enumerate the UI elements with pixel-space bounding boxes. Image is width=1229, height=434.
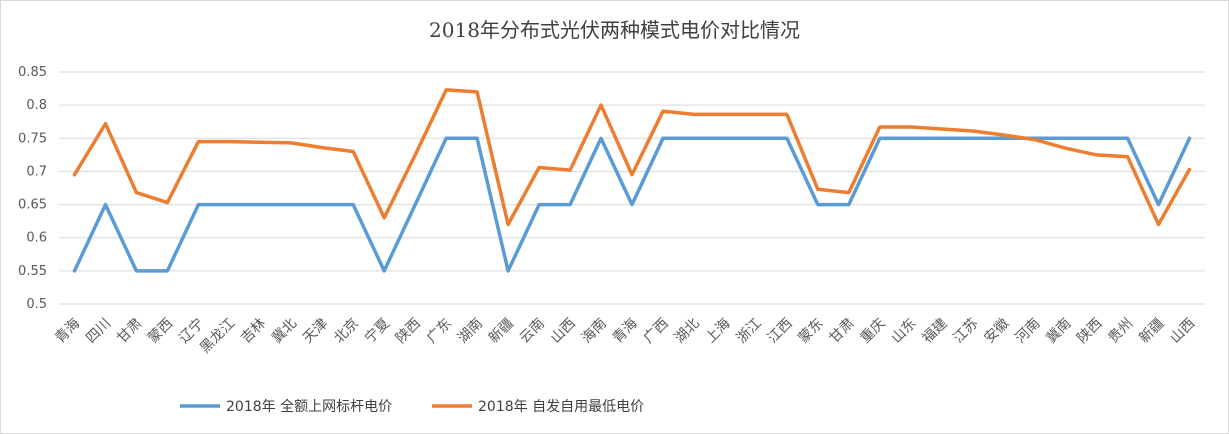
- legend-label: 2018年 自发自用最低电价: [478, 399, 644, 415]
- series-lines: [72, 88, 1192, 273]
- gridlines: [59, 71, 1205, 305]
- x-tick-label: 吉林: [238, 316, 269, 347]
- series-line-2: [72, 88, 1192, 227]
- x-tick-label: 江西: [765, 316, 796, 347]
- x-tick-label: 天津: [300, 316, 331, 347]
- x-tick-label: 北京: [331, 316, 362, 347]
- x-tick-label: 福建: [919, 316, 950, 347]
- x-tick-label: 山西: [1167, 316, 1198, 347]
- x-tick-label: 海南: [579, 316, 610, 347]
- x-tick-label: 广东: [424, 316, 455, 347]
- legend: 2018年 全额上网标杆电价 2018年 自发自用最低电价: [180, 398, 644, 415]
- x-tick-label: 山东: [888, 316, 919, 347]
- x-tick-label: 甘肃: [827, 316, 858, 347]
- x-tick-label: 甘肃: [114, 316, 145, 347]
- x-tick-label: 新疆: [1136, 316, 1167, 347]
- x-tick-label: 新疆: [486, 316, 517, 347]
- x-tick-label: 重庆: [857, 316, 888, 347]
- y-tick-label: 0.7: [26, 164, 47, 179]
- x-tick-label: 浙江: [734, 316, 765, 347]
- y-tick-label: 0.75: [18, 131, 47, 146]
- x-tick-label: 青海: [52, 316, 83, 347]
- x-tick-label: 陕西: [1074, 316, 1105, 347]
- y-tick-label: 0.6: [26, 231, 47, 246]
- x-axis-tick-labels: 青海 四川 甘肃 蒙西 辽宁黑龙江 吉林 冀北 天津 北京 宁夏 陕西 广东 湖南 新疆 云南 山西 海南 青海广…: [52, 315, 1198, 357]
- x-tick-label: 山西: [548, 316, 579, 347]
- y-tick-label: 0.85: [18, 65, 47, 80]
- x-tick-label: 湖北: [672, 316, 703, 347]
- x-tick-label: 贵州: [1105, 316, 1136, 347]
- legend-label: 2018年 全额上网标杆电价: [226, 398, 392, 415]
- x-tick-label: 云南: [517, 316, 548, 347]
- x-tick-label: 蒙东: [796, 316, 827, 347]
- y-tick-label: 0.8: [26, 98, 47, 113]
- x-tick-label: 宁夏: [361, 315, 393, 347]
- y-tick-label: 0.5: [26, 297, 47, 312]
- y-tick-label: 0.65: [18, 198, 47, 213]
- x-tick-label: 安徽: [981, 316, 1012, 347]
- y-tick-label: 0.55: [18, 264, 47, 279]
- x-tick-label: 蒙西: [145, 316, 176, 347]
- x-tick-label: 湖南: [455, 316, 486, 347]
- x-tick-label: 黑龙江: [197, 316, 238, 357]
- x-tick-label: 陕西: [393, 316, 424, 347]
- x-tick-label: 广西: [641, 316, 672, 347]
- x-tick-label: 冀南: [1043, 316, 1074, 347]
- x-tick-label: 江苏: [950, 316, 981, 347]
- x-tick-label: 冀北: [269, 316, 300, 347]
- series-line-1: [72, 136, 1192, 273]
- y-axis-tick-labels: 0.5 0.55 0.6 0.65 0.7 0.75 0.8 0.85: [18, 65, 47, 312]
- x-tick-label: 上海: [703, 316, 734, 347]
- chart-title: 2018年分布式光伏两种模式电价对比情况: [429, 18, 800, 42]
- x-tick-label: 河南: [1012, 316, 1043, 347]
- x-tick-label: 四川: [83, 316, 114, 347]
- x-tick-label: 青海: [610, 316, 641, 347]
